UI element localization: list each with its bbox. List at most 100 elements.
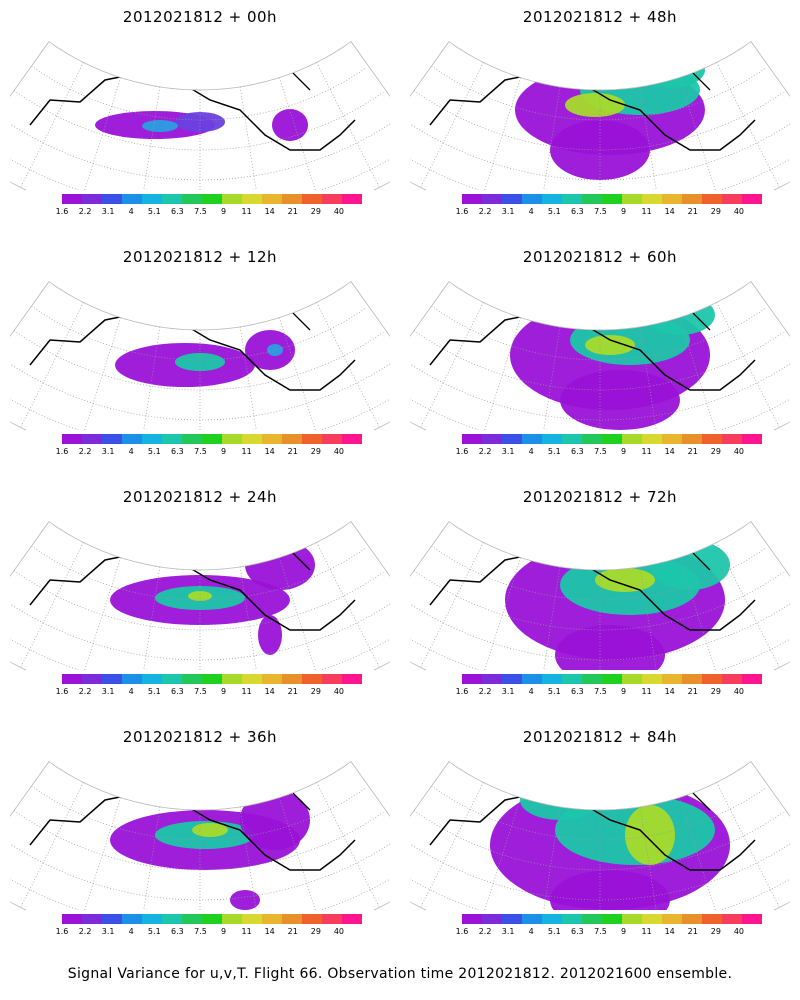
colorbar-swatch (562, 674, 582, 684)
colorbar-tick-label: 6.3 (171, 207, 184, 216)
colorbar-swatch (282, 194, 302, 204)
longitude-line (410, 521, 450, 636)
variance-area (520, 780, 600, 820)
colorbar-swatch (62, 914, 82, 924)
colorbar-tick-label: 1.6 (455, 687, 469, 696)
colorbar-swatch (642, 914, 662, 924)
longitude-line (316, 62, 380, 188)
variance-area (585, 335, 635, 355)
map-outline (410, 521, 790, 670)
colorbar-tick-label: 9 (220, 447, 227, 456)
map-field (410, 41, 790, 190)
colorbar (62, 914, 362, 924)
colorbar-tick-label: 14 (264, 207, 275, 216)
colorbar-tick-label: 14 (264, 447, 275, 456)
forecast-map (10, 281, 390, 430)
latitude-line (431, 65, 767, 121)
colorbar-tick-label: 1.6 (55, 207, 69, 216)
map-field (410, 761, 790, 910)
colorbar-tick-label: 5.1 (147, 927, 161, 936)
colorbar-tick-label: 7.5 (194, 447, 207, 456)
longitude-line (537, 86, 561, 190)
map-field (10, 521, 390, 670)
colorbar-swatch (282, 434, 302, 444)
latitude-line (48, 41, 350, 91)
latitude-line (48, 761, 350, 811)
longitude-line (537, 326, 561, 430)
colorbar-swatch (522, 434, 542, 444)
colorbar-swatch (522, 674, 542, 684)
colorbar-swatch (602, 434, 622, 444)
colorbar-tick-label: 2.2 (478, 447, 492, 456)
latitude-line (31, 65, 367, 121)
colorbar-swatch (62, 434, 82, 444)
colorbar-tick-label: 5.1 (147, 447, 161, 456)
colorbar-swatch (462, 914, 482, 924)
colorbar-tick-label: 40 (733, 687, 745, 696)
colorbar-swatch (602, 194, 622, 204)
longitude-line (77, 797, 122, 910)
colorbar-tick-label: 5.1 (547, 207, 561, 216)
colorbar-swatch (502, 914, 522, 924)
colorbar-tick-label: 40 (733, 207, 745, 216)
colorbar-tick-label: 2.2 (478, 207, 492, 216)
colorbar-swatch (702, 674, 722, 684)
colorbar-tick-label: 6.3 (571, 687, 584, 696)
colorbar-tick-label: 21 (287, 447, 298, 456)
colorbar-swatch (482, 194, 502, 204)
colorbar-labels: 1.6 2.2 3.1 4 5.1 6.3 7.5 9 11 14 21 29 40 (454, 207, 770, 219)
colorbar-swatch (122, 674, 142, 684)
colorbar-tick-label: 5.1 (547, 687, 561, 696)
colorbar-tick-label: 2.2 (478, 927, 492, 936)
colorbar-tick-label: 40 (333, 927, 345, 936)
forecast-map (10, 521, 390, 670)
latitude-line (10, 138, 390, 190)
longitude-line (639, 86, 663, 190)
longitude-line (20, 542, 84, 668)
map-outline (10, 761, 390, 910)
colorbar-swatch (462, 434, 482, 444)
colorbar (462, 674, 762, 684)
map-panel-24h: 2012021812 + 24h 1.6 2.2 3.1 4 5.1 6.3 7.5 9 11 1… (0, 480, 400, 718)
colorbar-swatch (102, 914, 122, 924)
colorbar-tick-label: 21 (287, 687, 298, 696)
latitude-line (431, 545, 767, 601)
forecast-map (410, 761, 790, 910)
map-field (10, 41, 390, 190)
longitude-line (10, 281, 50, 396)
colorbar-tick-label: 9 (220, 687, 227, 696)
colorbar-labels: 1.6 2.2 3.1 4 5.1 6.3 7.5 9 11 14 21 29 40 (454, 927, 770, 939)
variance-area (175, 112, 225, 132)
map-panel-60h: 2012021812 + 60h 1.6 2.2 3.1 4 5.1 6.3 7.5 9 11 1… (400, 240, 800, 478)
map-field (410, 281, 790, 430)
colorbar-tick-label: 2.2 (78, 447, 92, 456)
colorbar (62, 434, 362, 444)
colorbar-tick-label: 14 (664, 687, 675, 696)
colorbar-tick-label: 3.1 (101, 207, 115, 216)
colorbar-swatch (142, 674, 162, 684)
colorbar-tick-label: 3.1 (501, 447, 515, 456)
variance-area (565, 93, 625, 117)
colorbar-swatch (222, 434, 242, 444)
latitude-line (31, 305, 367, 361)
colorbar (462, 914, 762, 924)
colorbar-tick-label: 29 (710, 687, 721, 696)
colorbar-swatch (622, 194, 642, 204)
longitude-line (350, 281, 390, 396)
coastline (214, 41, 311, 91)
colorbar-tick-label: 6.3 (171, 447, 184, 456)
colorbar-tick-label: 1.6 (55, 927, 69, 936)
colorbar-tick-label: 3.1 (101, 927, 115, 936)
colorbar-tick-label: 29 (310, 927, 321, 936)
colorbar (462, 434, 762, 444)
variance-area (635, 52, 705, 88)
colorbar-swatch (322, 674, 342, 684)
colorbar-tick-label: 21 (287, 927, 298, 936)
longitude-line (350, 761, 390, 876)
map-outline (410, 41, 790, 190)
colorbar-tick-label: 1.6 (455, 207, 469, 216)
colorbar-swatch (102, 194, 122, 204)
colorbar-tick-label: 11 (241, 927, 252, 936)
colorbar-tick-label: 29 (710, 207, 721, 216)
forecast-map (410, 41, 790, 190)
